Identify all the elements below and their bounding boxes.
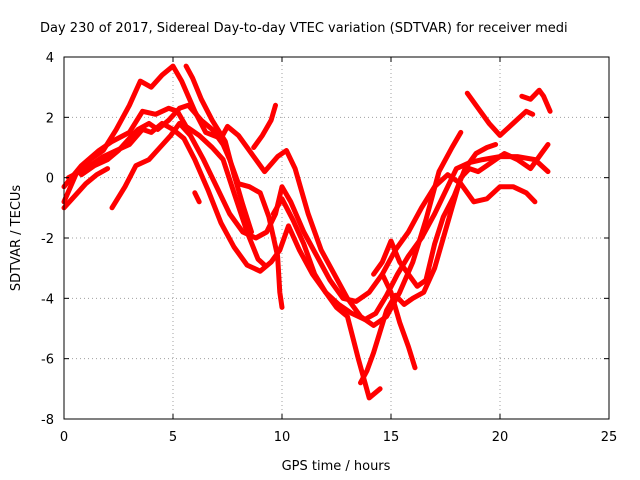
series-6-trace xyxy=(358,142,551,386)
y-tick-label: 0 xyxy=(46,172,54,187)
y-tick-label: -2 xyxy=(41,232,54,247)
series-7-trace xyxy=(379,271,418,371)
series-8-trace xyxy=(371,142,499,289)
series-10-trace xyxy=(519,87,553,114)
series-13-trace xyxy=(192,190,202,205)
axis-ticks: 0 5 10 15 20 25 -8 -6 -4 -2 0 2 4 xyxy=(41,51,617,445)
series-15-trace xyxy=(61,166,111,211)
y-tick-label: -6 xyxy=(41,353,54,368)
series-11-trace xyxy=(78,102,285,310)
y-tick-label: -8 xyxy=(41,413,54,428)
x-tick-label: 20 xyxy=(492,430,509,445)
y-tick-label: -4 xyxy=(41,292,54,307)
series-4-trace xyxy=(109,120,538,304)
x-tick-label: 5 xyxy=(169,430,177,445)
x-axis-label: GPS time / hours xyxy=(282,459,391,474)
x-tick-label: 25 xyxy=(601,430,618,445)
series-14-trace xyxy=(183,63,254,235)
x-tick-label: 10 xyxy=(274,430,291,445)
y-tick-label: 2 xyxy=(46,111,54,126)
chart-title: Day 230 of 2017, Sidereal Day-to-day VTE… xyxy=(40,21,568,36)
series-5-trace xyxy=(270,196,383,401)
x-tick-label: 15 xyxy=(383,430,400,445)
y-tick-label: 4 xyxy=(46,51,54,66)
series-12-trace xyxy=(251,102,278,150)
y-axis-label: SDTVAR / TECUs xyxy=(9,185,24,292)
x-tick-label: 0 xyxy=(60,430,68,445)
series-9-trace xyxy=(464,90,536,138)
data-series xyxy=(61,63,553,401)
